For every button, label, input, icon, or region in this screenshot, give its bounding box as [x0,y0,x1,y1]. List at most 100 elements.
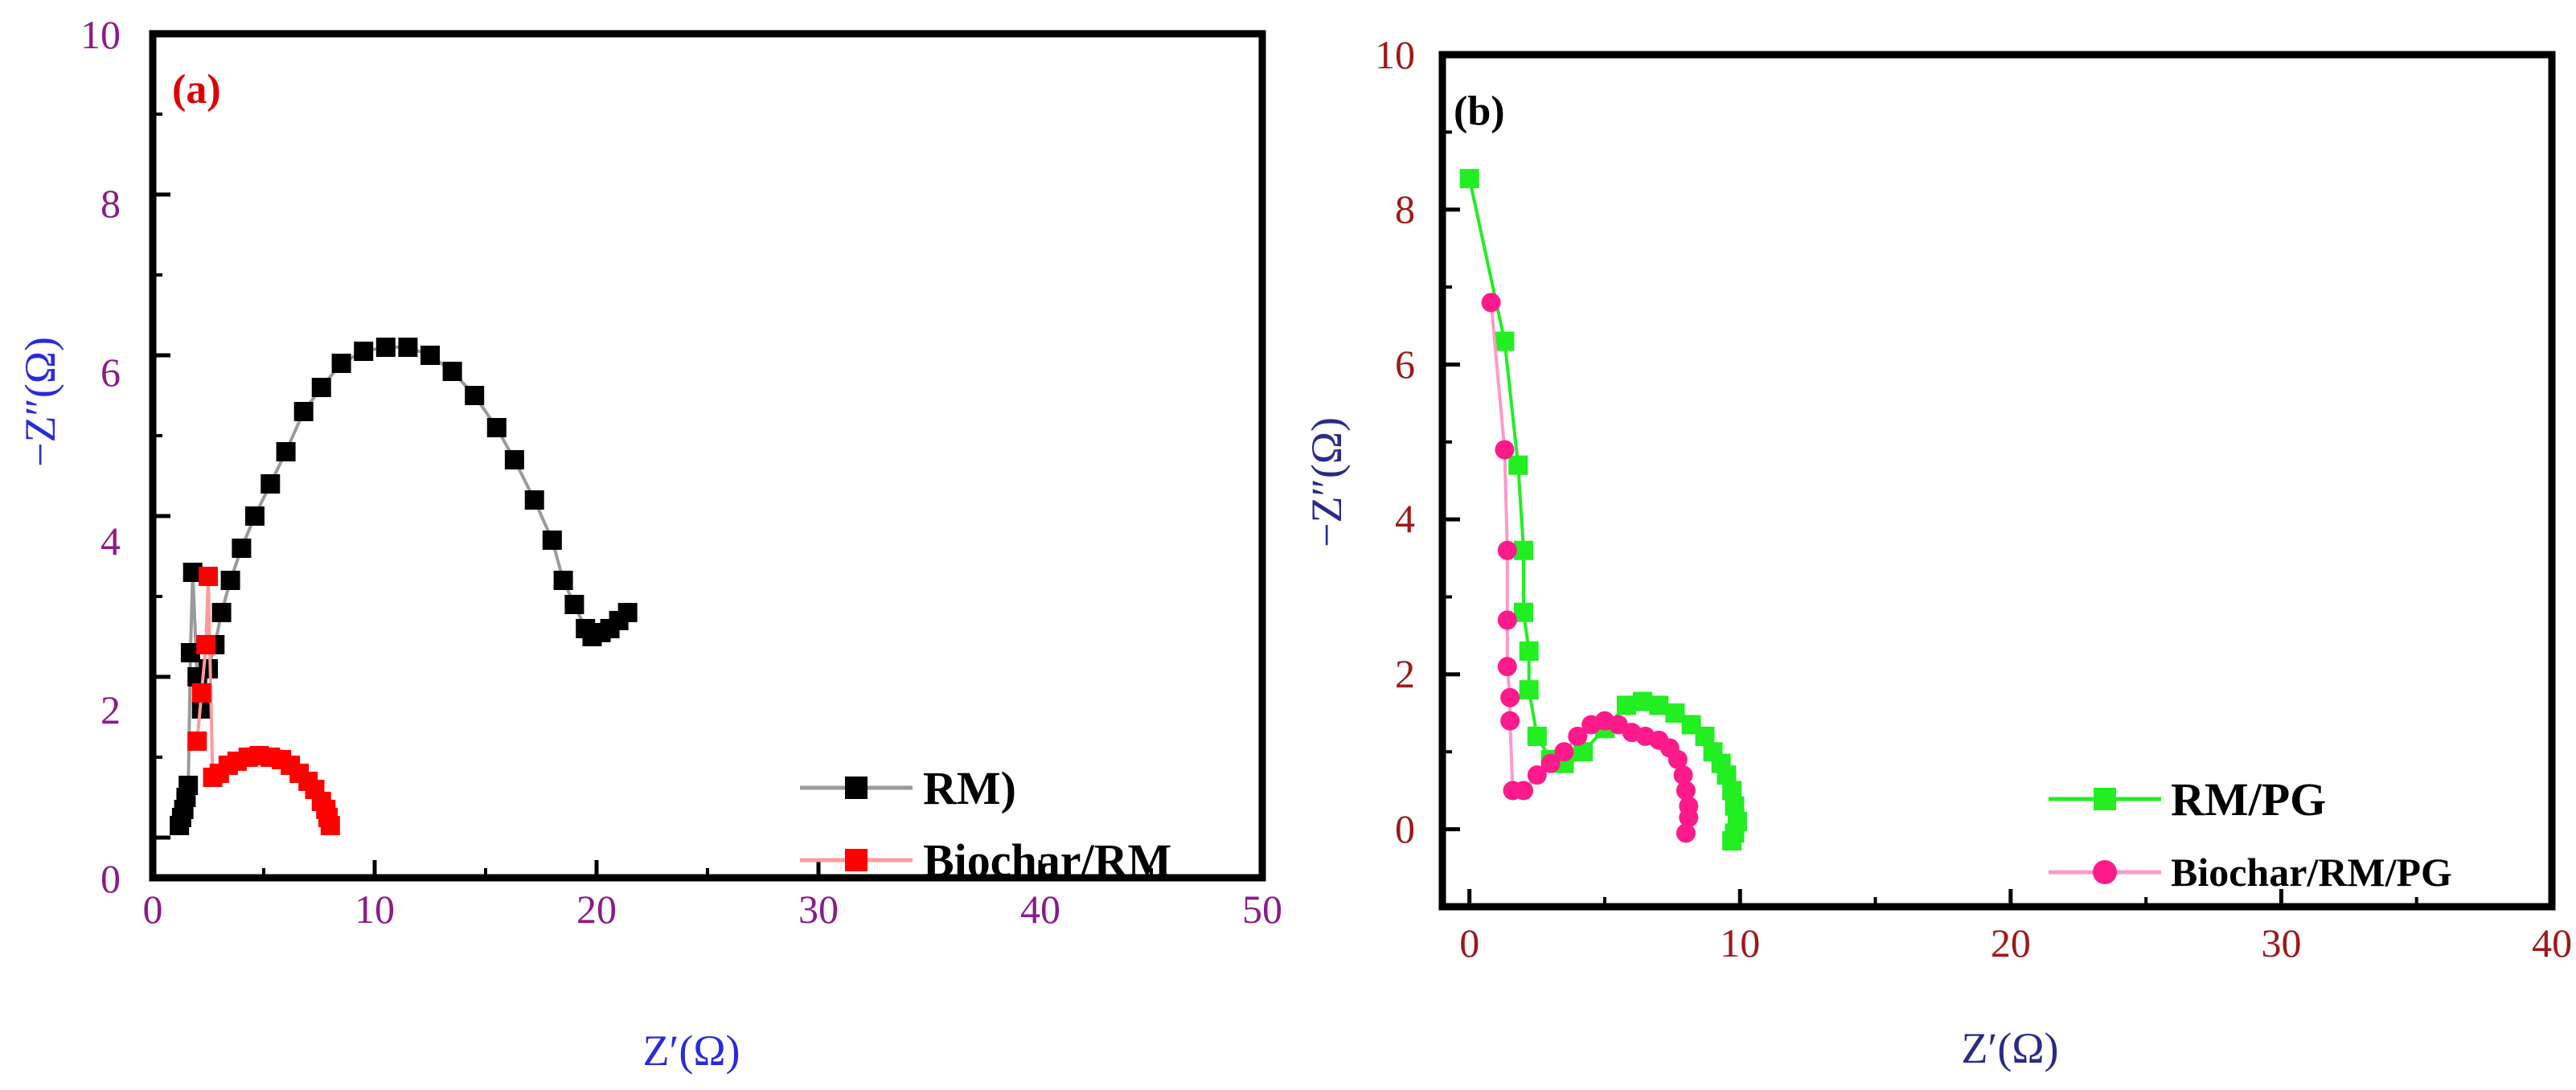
panel-a-series-0-point [542,531,562,550]
panel-b-series-1-point [1667,749,1688,769]
panel-b-series-1-point [1554,742,1574,762]
panel-b-x-tick-label: 10 [1720,920,1760,965]
panel-a-series-0-point [398,338,418,357]
panel-a-x-tick-label: 40 [1020,887,1060,932]
panel-a-series-1-point [199,567,218,586]
panel-b-series-1-point [1676,781,1696,801]
panel-b-series-1-point [1497,610,1517,630]
panel-b-series-1-point [1673,765,1693,785]
panel-b-x-axis-label: Z′(Ω) [1962,1024,2059,1072]
panel-a-ticks [150,31,1265,878]
panel-a-series-0-point [293,402,314,421]
panel-a-series-0-point [564,595,585,614]
panel-a-legend: RM) Biochar/RM [800,762,1171,887]
panel-b-y-tick-label: 6 [1395,342,1415,387]
panel-a-y-tick-label: 2 [100,687,121,732]
panel-b-y-tick-label: 10 [1375,32,1415,77]
panel-b-series-0-point [1519,680,1539,700]
panel-a: (a) 0 10 20 30 40 50 0 2 4 6 8 10 Z′(Ω) … [16,12,1282,1075]
panel-b-x-tick-label: 20 [1991,920,2031,965]
panel-b-series [1459,169,1747,851]
panel-b-label: (b) [1454,88,1505,134]
panel-b-series-1-point [1513,781,1533,801]
panel-b-legend-marker-biochar-rm-pg [2093,860,2117,884]
panel-a-x-axis-label: Z′(Ω) [643,1026,740,1075]
panel-b-series-0-point [1665,703,1685,723]
panel-a-y-axis-label: −Z″(Ω) [16,337,64,467]
panel-a-series-1-point [187,731,207,751]
panel-a-series-1-point [191,683,211,703]
panel-b-y-axis-label: −Z″(Ω) [1302,417,1351,547]
panel-b-series-0-point [1459,169,1479,189]
panel-a-series-0-point [178,776,199,795]
panel-b-series-0-point [1519,641,1539,661]
panel-a-legend-marker-rm [845,777,868,799]
panel-b-series-1-point [1497,540,1517,560]
panel-a-series-0-point [211,603,232,622]
panel-b-series-1-point [1540,753,1561,773]
panel-a-series-0-point [260,474,281,494]
panel-b-legend-marker-rm-pg [2094,788,2116,810]
panel-a-x-tick-label: 30 [798,887,839,932]
panel-b-series-1-point [1495,440,1515,460]
panel-a-series-0-point [375,338,396,357]
panel-a-series-0-point [524,490,544,510]
panel-a-y-tick-label: 0 [100,856,121,901]
panel-a-y-tick-label: 6 [100,350,121,395]
panel-b-series-0-point [1649,695,1669,715]
panel-b-x-tick-label: 40 [2532,920,2572,965]
panel-a-series-0-point [617,603,638,622]
panel-b-series-1-point [1481,293,1501,313]
panel-b-y-tick-label: 0 [1395,806,1415,851]
panel-b-legend-label-biochar-rm-pg: Biochar/RM/PG [2171,850,2452,895]
panel-b-series-0-point [1722,831,1742,851]
panel-b: (b) 0 10 20 30 40 0 2 4 6 8 10 Z′(Ω) −Z″… [1302,32,2572,1072]
panel-a-series-0-point [331,354,351,373]
panel-b-series-0-point [1495,331,1515,351]
panel-a-series-0-point [553,571,573,590]
panel-a-series-0-point [465,386,485,405]
panel-a-label: (a) [172,67,221,113]
panel-a-x-tick-label: 50 [1242,887,1282,932]
panel-a-y-tick-label: 4 [100,518,121,563]
panel-b-y-tick-label: 2 [1395,651,1415,696]
panel-a-series-0-point [442,362,462,381]
panel-b-series-0-point [1633,691,1653,711]
panel-a-x-tick-label: 0 [143,887,163,932]
panel-a-series-0-point [311,378,331,397]
panel-a-series-0-point [232,539,252,558]
panel-a-series-0-point [244,506,265,526]
panel-a-legend-label-biochar-rm: Biochar/RM [923,834,1171,887]
panel-b-legend-label-rm-pg: RM/PG [2171,773,2326,826]
panel-a-series-0-point [220,571,240,590]
panel-b-series-1-point [1500,711,1520,731]
panel-a-series-1-point [320,816,340,835]
panel-a-series-0-point [504,450,524,469]
panel-b-y-tick-label: 8 [1395,186,1415,232]
panel-b-series-0-point [1508,455,1528,475]
panel-b-series-1-point [1527,765,1547,785]
panel-a-legend-marker-biochar-rm [845,849,868,871]
panel-b-x-tick-label: 30 [2262,920,2302,965]
panel-a-series-0-point [486,418,507,437]
panel-a-series-0-point [420,346,440,365]
panel-b-y-tick-label: 4 [1395,496,1415,541]
panel-b-series-1-point [1676,823,1696,843]
panel-b-x-tick-label: 0 [1459,920,1479,965]
panel-b-series-1-point [1568,727,1588,746]
panel-b-series-0-point [1616,695,1636,715]
panel-a-y-tick-label: 10 [80,12,121,57]
panel-a-y-tick-label: 8 [100,181,121,226]
panel-b-series-1-point [1497,657,1517,677]
panel-b-ticks [1442,52,2554,907]
panel-a-series-0-point [354,342,374,361]
panel-b-series-1-point [1500,687,1520,707]
panel-a-series-0-point [276,442,296,461]
panel-b-series-1-point [1679,808,1699,828]
panel-b-legend: RM/PG Biochar/RM/PG [2049,773,2452,895]
panel-a-series-0-point [199,659,218,678]
panel-a-x-tick-label: 20 [576,887,617,932]
panel-b-series-0-point [1513,602,1533,622]
panel-b-series-0-point [1527,727,1547,746]
